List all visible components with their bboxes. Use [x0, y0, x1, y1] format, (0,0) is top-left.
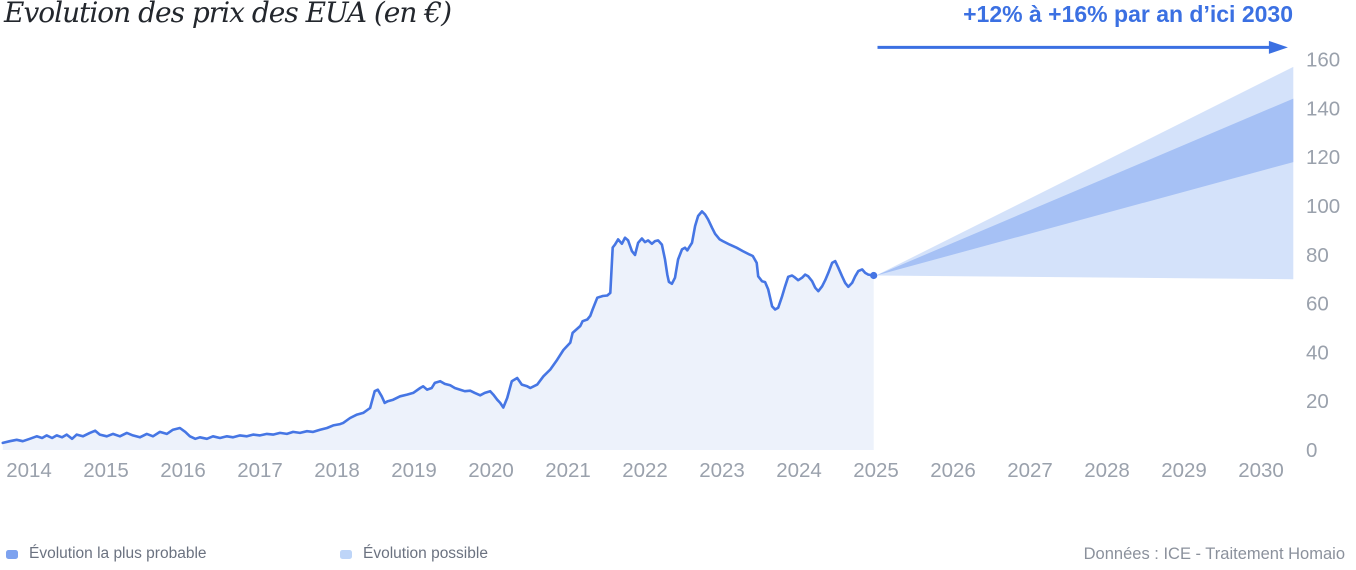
- x-tick-label: 2028: [1084, 459, 1130, 482]
- y-tick-label: 20: [1306, 390, 1329, 413]
- y-tick-label: 60: [1306, 293, 1329, 316]
- x-tick-label: 2030: [1238, 459, 1284, 482]
- fan-possible-band: [876, 66, 1294, 280]
- legend-item-probable: Évolution la plus probable: [6, 544, 207, 564]
- x-tick-label: 2016: [160, 459, 206, 482]
- fan-probable-band: [876, 98, 1294, 276]
- legend-item-possible: Évolution possible: [340, 544, 488, 564]
- x-tick-label: 2015: [83, 459, 129, 482]
- projection-annotation: +12% à +16% par an d’ici 2030: [963, 1, 1293, 27]
- x-tick-label: 2024: [776, 459, 822, 482]
- x-tick-label: 2014: [6, 459, 52, 482]
- x-tick-label: 2023: [699, 459, 745, 482]
- x-tick-label: 2029: [1161, 459, 1207, 482]
- legend-label-probable: Évolution la plus probable: [29, 545, 207, 562]
- x-tick-label: 2025: [853, 459, 899, 482]
- y-tick-label: 40: [1306, 341, 1329, 364]
- y-tick-label: 160: [1306, 49, 1340, 72]
- price-line: [1, 210, 875, 445]
- y-tick-label: 80: [1306, 244, 1329, 267]
- x-tick-label: 2027: [1007, 459, 1053, 482]
- x-tick-label: 2020: [468, 459, 514, 482]
- price-area-fill: [2, 211, 874, 450]
- legend-label-possible: Évolution possible: [363, 545, 488, 562]
- projection-arrow-head: [1268, 40, 1288, 54]
- x-tick-label: 2017: [237, 459, 283, 482]
- y-tick-label: 100: [1306, 195, 1340, 218]
- legend-swatch-probable: [6, 549, 18, 559]
- x-tick-label: 2018: [314, 459, 360, 482]
- x-tick-label: 2019: [391, 459, 437, 482]
- legend-swatch-possible: [340, 549, 352, 559]
- price-chart-canvas: 2014 2015 2016 2017 2018 2019 2020 2021 2022 2023…: [1, 40, 1340, 482]
- data-source-credit: Données : ICE - Traitement Homaio: [1083, 545, 1345, 563]
- y-tick-label: 0: [1306, 439, 1317, 462]
- x-tick-label: 2022: [622, 459, 668, 482]
- price-endpoint-dot: [870, 271, 878, 280]
- y-tick-label: 120: [1306, 146, 1340, 169]
- x-tick-label: 2021: [545, 459, 591, 482]
- y-tick-label: 140: [1306, 97, 1340, 120]
- x-tick-label: 2026: [930, 459, 976, 482]
- chart-title: Evolution des prix des EUA (en €): [4, 0, 452, 29]
